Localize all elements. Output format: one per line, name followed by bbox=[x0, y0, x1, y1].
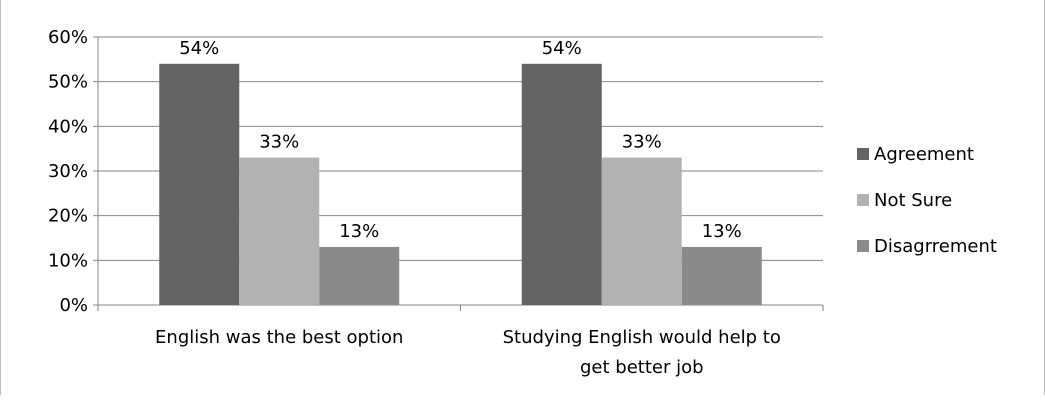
bar bbox=[601, 157, 682, 305]
y-tick-label: 10% bbox=[48, 250, 88, 271]
y-tick-label: 0% bbox=[59, 295, 88, 316]
data-label: 33% bbox=[259, 132, 299, 153]
x-category-label: get better job bbox=[580, 357, 704, 378]
bar bbox=[521, 63, 602, 305]
bar bbox=[239, 157, 320, 305]
y-tick-label: 60% bbox=[48, 27, 88, 48]
x-category-label: English was the best option bbox=[155, 327, 403, 348]
legend-swatch bbox=[857, 194, 869, 206]
data-label: 13% bbox=[702, 221, 742, 242]
data-label: 54% bbox=[179, 38, 219, 59]
bar bbox=[681, 246, 762, 305]
bars bbox=[159, 63, 762, 305]
bar bbox=[159, 63, 240, 305]
legend-swatch bbox=[857, 240, 869, 252]
legend-label: Not Sure bbox=[874, 190, 952, 211]
data-labels: 54% 33% 13% 54% 33% 13% bbox=[179, 38, 742, 242]
x-category-label: Studying English would help to bbox=[503, 327, 781, 348]
y-tick-label: 50% bbox=[48, 72, 88, 93]
y-tick-label: 20% bbox=[48, 206, 88, 227]
x-axis-categories: English was the best option Studying Engl… bbox=[155, 327, 781, 378]
y-axis-ticks: 0% 10% 20% 30% 40% 50% 60% bbox=[48, 27, 88, 316]
data-label: 13% bbox=[339, 221, 379, 242]
y-tick-label: 30% bbox=[48, 161, 88, 182]
bar bbox=[319, 246, 400, 305]
y-tick-label: 40% bbox=[48, 116, 88, 137]
legend-swatch bbox=[857, 148, 869, 160]
data-label: 33% bbox=[622, 132, 662, 153]
legend-label: Agreement bbox=[874, 144, 974, 165]
legend-label: Disagrrement bbox=[874, 236, 997, 257]
data-label: 54% bbox=[542, 38, 582, 59]
legend: Agreement Not Sure Disagrrement bbox=[857, 144, 997, 257]
